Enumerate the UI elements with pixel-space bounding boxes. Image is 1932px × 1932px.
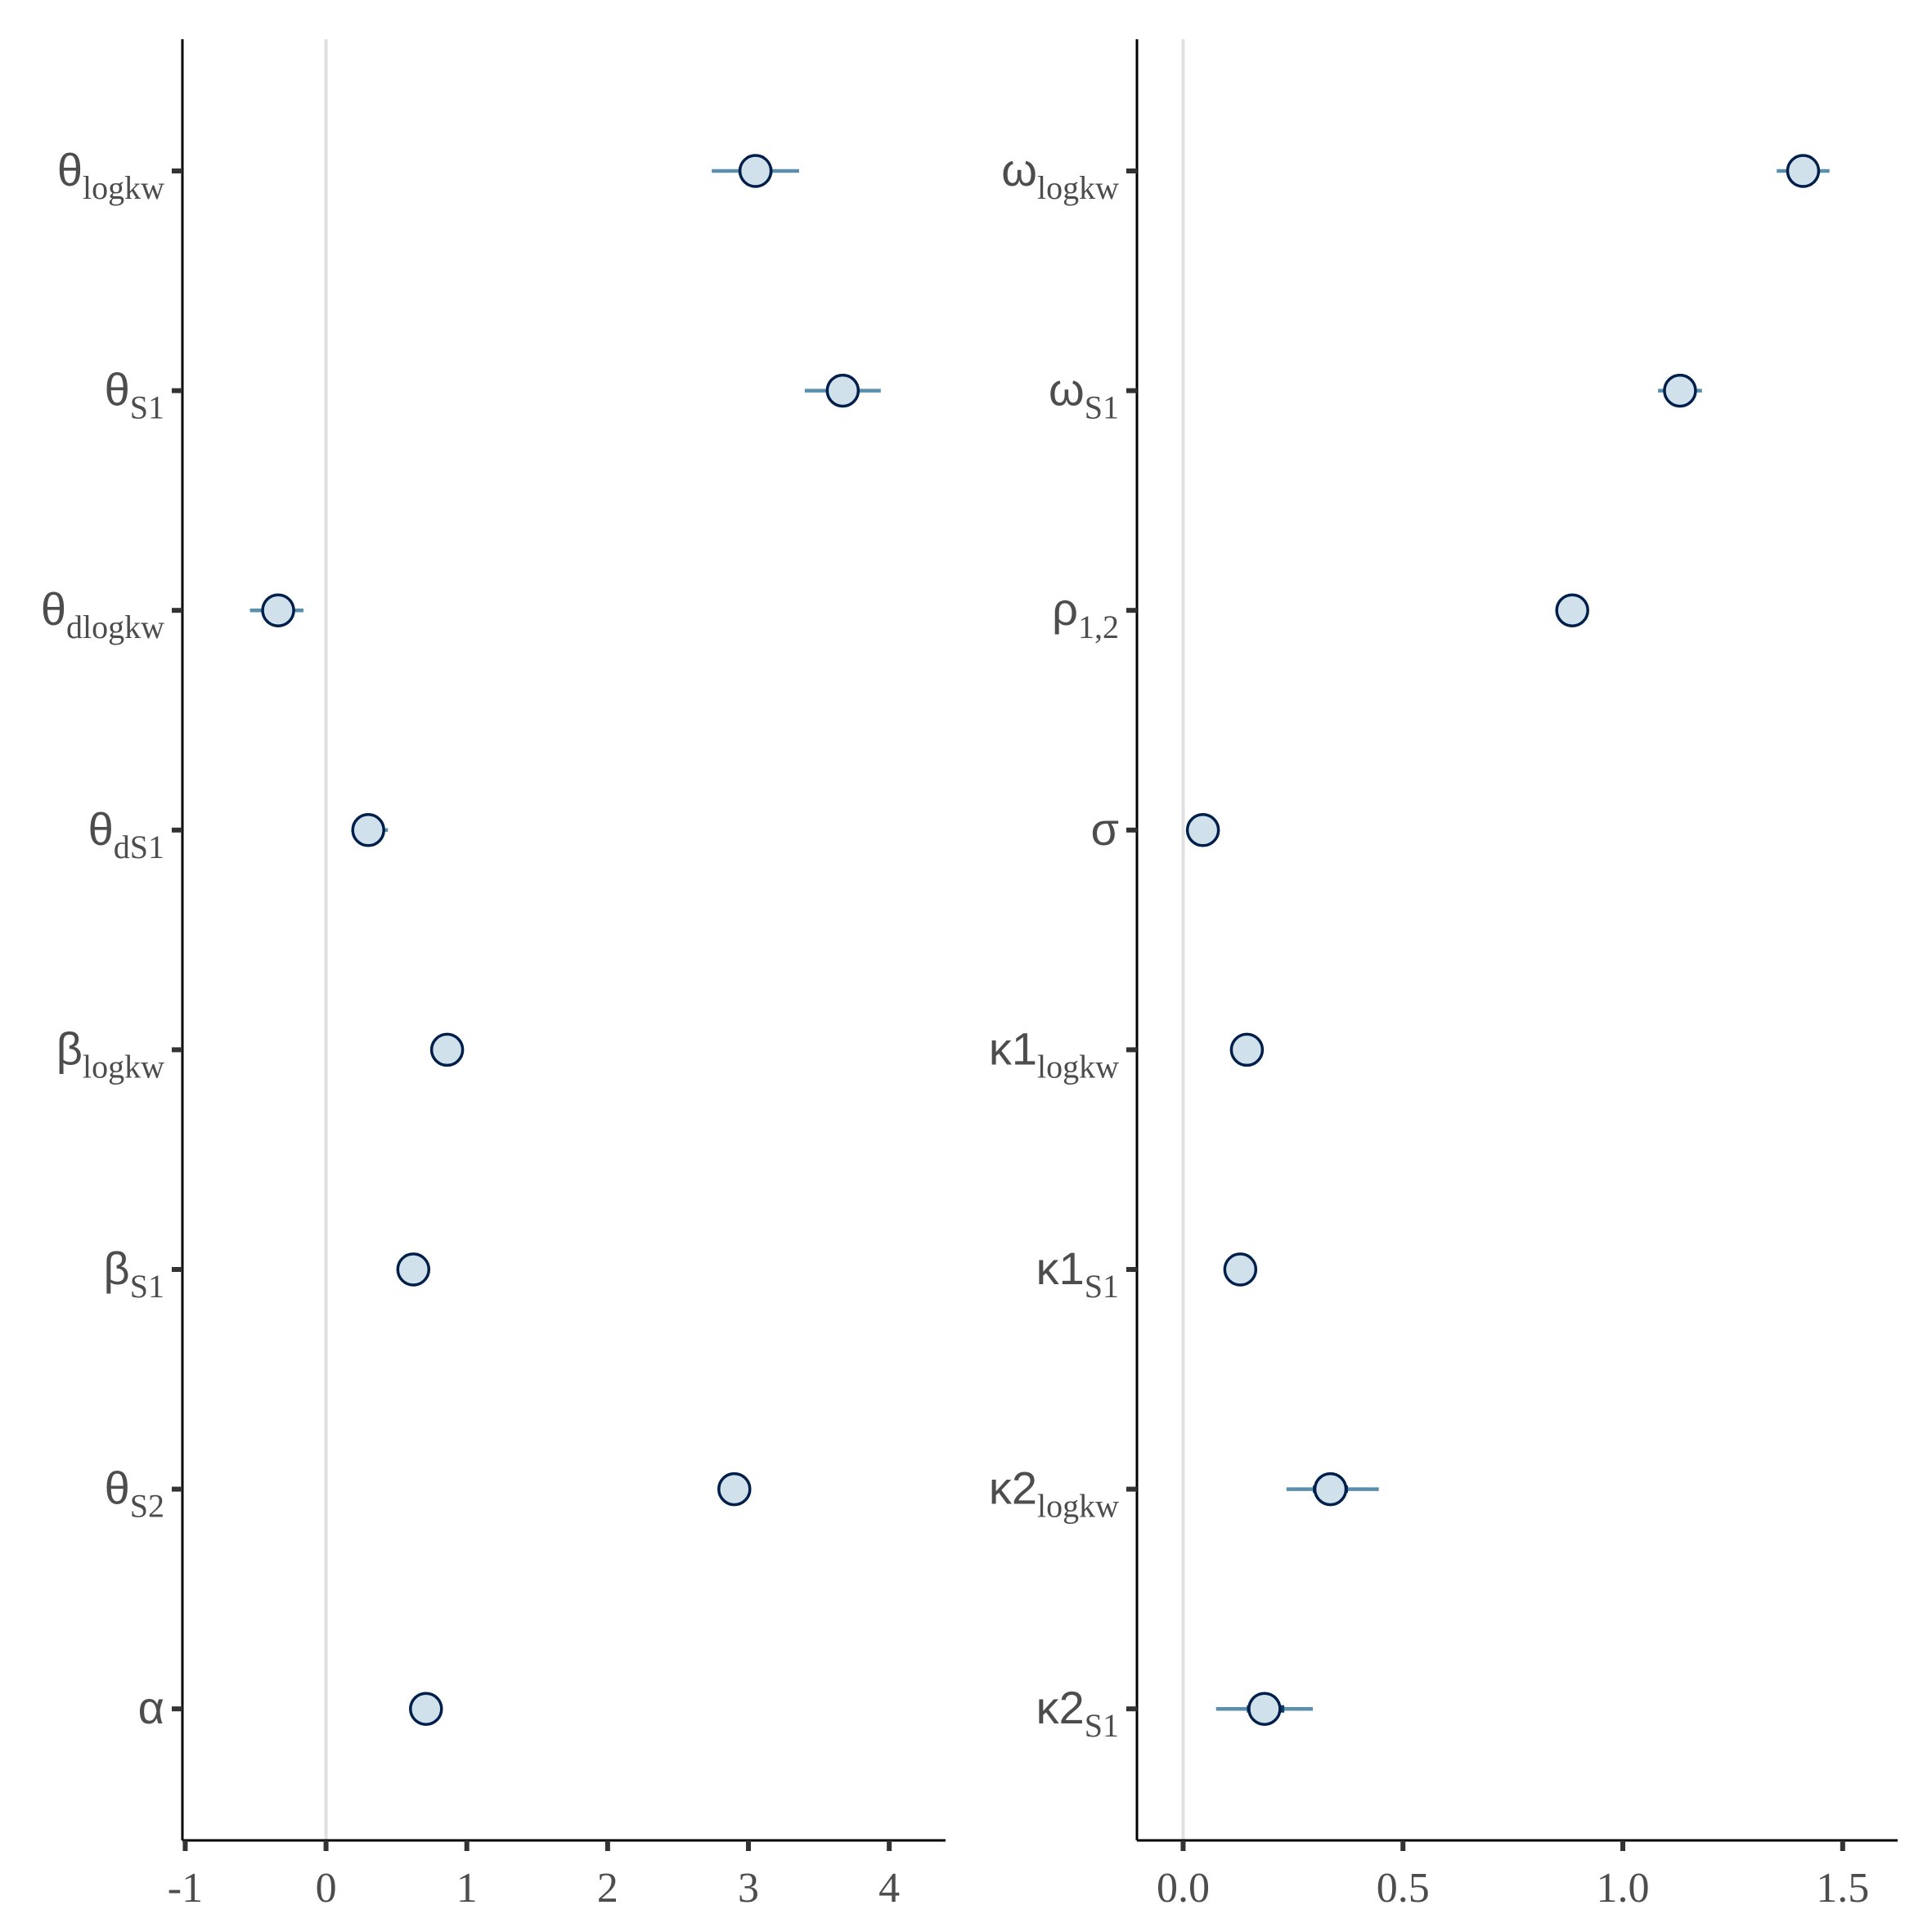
param-symbol: β: [104, 1242, 130, 1294]
x-tick-label: 1.0: [1597, 1865, 1650, 1912]
x-tick-label: 2: [597, 1865, 618, 1912]
param-subscript: dlogkw: [66, 609, 164, 645]
point-estimate: [1786, 154, 1821, 188]
param-symbol: κ2: [989, 1462, 1037, 1514]
param-symbol: θ: [88, 803, 114, 855]
point-estimate: [261, 593, 295, 627]
param-symbol: κ1: [1036, 1242, 1085, 1294]
point-estimate: [717, 1471, 752, 1507]
right-panel: 0.0 0.5 1.0 1.5ωlogkwωS1ρ1,2σκ1logkwκ1S1κ2l…: [989, 39, 1898, 1912]
param-label: βlogkw: [56, 1022, 164, 1085]
param-label: ωS1: [1049, 364, 1119, 426]
x-tick-label: 4: [878, 1865, 900, 1912]
param-row: σ: [1090, 803, 1220, 855]
param-row: ωlogkw: [1001, 144, 1830, 206]
param-symbol: θ: [105, 364, 130, 416]
x-tick-label: 0: [316, 1865, 337, 1912]
point-estimate: [1185, 813, 1220, 847]
param-label: κ2S1: [1036, 1682, 1119, 1744]
param-subscript: S2: [130, 1488, 164, 1525]
param-symbol: θ: [105, 1462, 130, 1514]
param-label: θS1: [105, 364, 164, 426]
param-subscript: S1: [1085, 389, 1119, 426]
param-row: κ2S1: [1036, 1682, 1314, 1744]
point-estimate: [1229, 1032, 1265, 1067]
param-label: κ1logkw: [989, 1022, 1119, 1085]
point-estimate: [1555, 593, 1589, 627]
param-row: ρ1,2: [1052, 583, 1589, 645]
param-label: ρ1,2: [1052, 583, 1119, 645]
param-row: ωS1: [1049, 364, 1702, 426]
param-subscript: S1: [1085, 1707, 1119, 1744]
param-row: θdlogkw: [41, 583, 304, 645]
param-symbol: ρ: [1052, 583, 1078, 635]
param-subscript: logkw: [1037, 1488, 1119, 1525]
x-tick-label: 1.5: [1816, 1865, 1869, 1912]
param-row: βlogkw: [56, 1022, 465, 1085]
param-symbol: θ: [41, 583, 66, 635]
param-row: κ2logkw: [989, 1462, 1379, 1525]
point-estimate: [1223, 1252, 1258, 1287]
param-subscript: logkw: [83, 1048, 164, 1085]
param-symbol: κ1: [989, 1022, 1037, 1074]
param-subscript: logkw: [1037, 169, 1119, 206]
param-symbol: κ2: [1036, 1682, 1085, 1733]
param-subscript: logkw: [83, 169, 164, 206]
param-label: θdlogkw: [41, 583, 164, 645]
point-estimate: [1313, 1471, 1348, 1507]
param-subscript: 1,2: [1078, 609, 1119, 645]
param-symbol: θ: [57, 144, 83, 195]
param-symbol: ω: [1049, 364, 1085, 416]
param-symbol: β: [56, 1022, 83, 1074]
point-estimate: [1663, 373, 1697, 408]
param-symbol: ω: [1001, 144, 1037, 195]
param-subscript: S1: [1085, 1268, 1119, 1305]
point-estimate: [738, 154, 773, 188]
param-row: θdS1: [88, 803, 389, 865]
point-estimate: [409, 1692, 443, 1726]
x-tick-label: 3: [738, 1865, 759, 1912]
param-row: θS2: [105, 1462, 752, 1525]
point-estimate: [825, 373, 860, 408]
param-row: βS1: [104, 1242, 431, 1305]
param-subscript: dS1: [114, 829, 164, 865]
point-estimate: [429, 1032, 465, 1067]
param-label: α: [138, 1682, 164, 1733]
point-estimate: [1247, 1692, 1282, 1726]
param-row: κ1S1: [1036, 1242, 1258, 1305]
param-subscript: S1: [130, 389, 164, 426]
point-estimate: [396, 1252, 431, 1287]
param-label: σ: [1090, 803, 1119, 855]
param-row: κ1logkw: [989, 1022, 1265, 1085]
param-subscript: logkw: [1037, 1048, 1119, 1085]
x-tick-label: 1: [456, 1865, 478, 1912]
param-label: θlogkw: [57, 144, 164, 206]
param-label: κ1S1: [1036, 1242, 1119, 1305]
param-symbol: σ: [1090, 803, 1119, 855]
param-label: βS1: [104, 1242, 164, 1305]
point-estimate: [351, 813, 385, 847]
param-label: ωlogkw: [1001, 144, 1119, 206]
param-label: κ2logkw: [989, 1462, 1119, 1525]
param-row: θlogkw: [57, 144, 799, 206]
param-row: θS1: [105, 364, 881, 426]
param-subscript: S1: [130, 1268, 164, 1305]
x-tick-label: 0.0: [1157, 1865, 1210, 1912]
x-tick-label: -1: [168, 1865, 203, 1912]
param-row: α: [138, 1682, 443, 1733]
param-label: θdS1: [88, 803, 164, 865]
x-tick-label: 0.5: [1377, 1865, 1430, 1912]
param-label: θS2: [105, 1462, 164, 1525]
param-symbol: α: [138, 1682, 164, 1733]
